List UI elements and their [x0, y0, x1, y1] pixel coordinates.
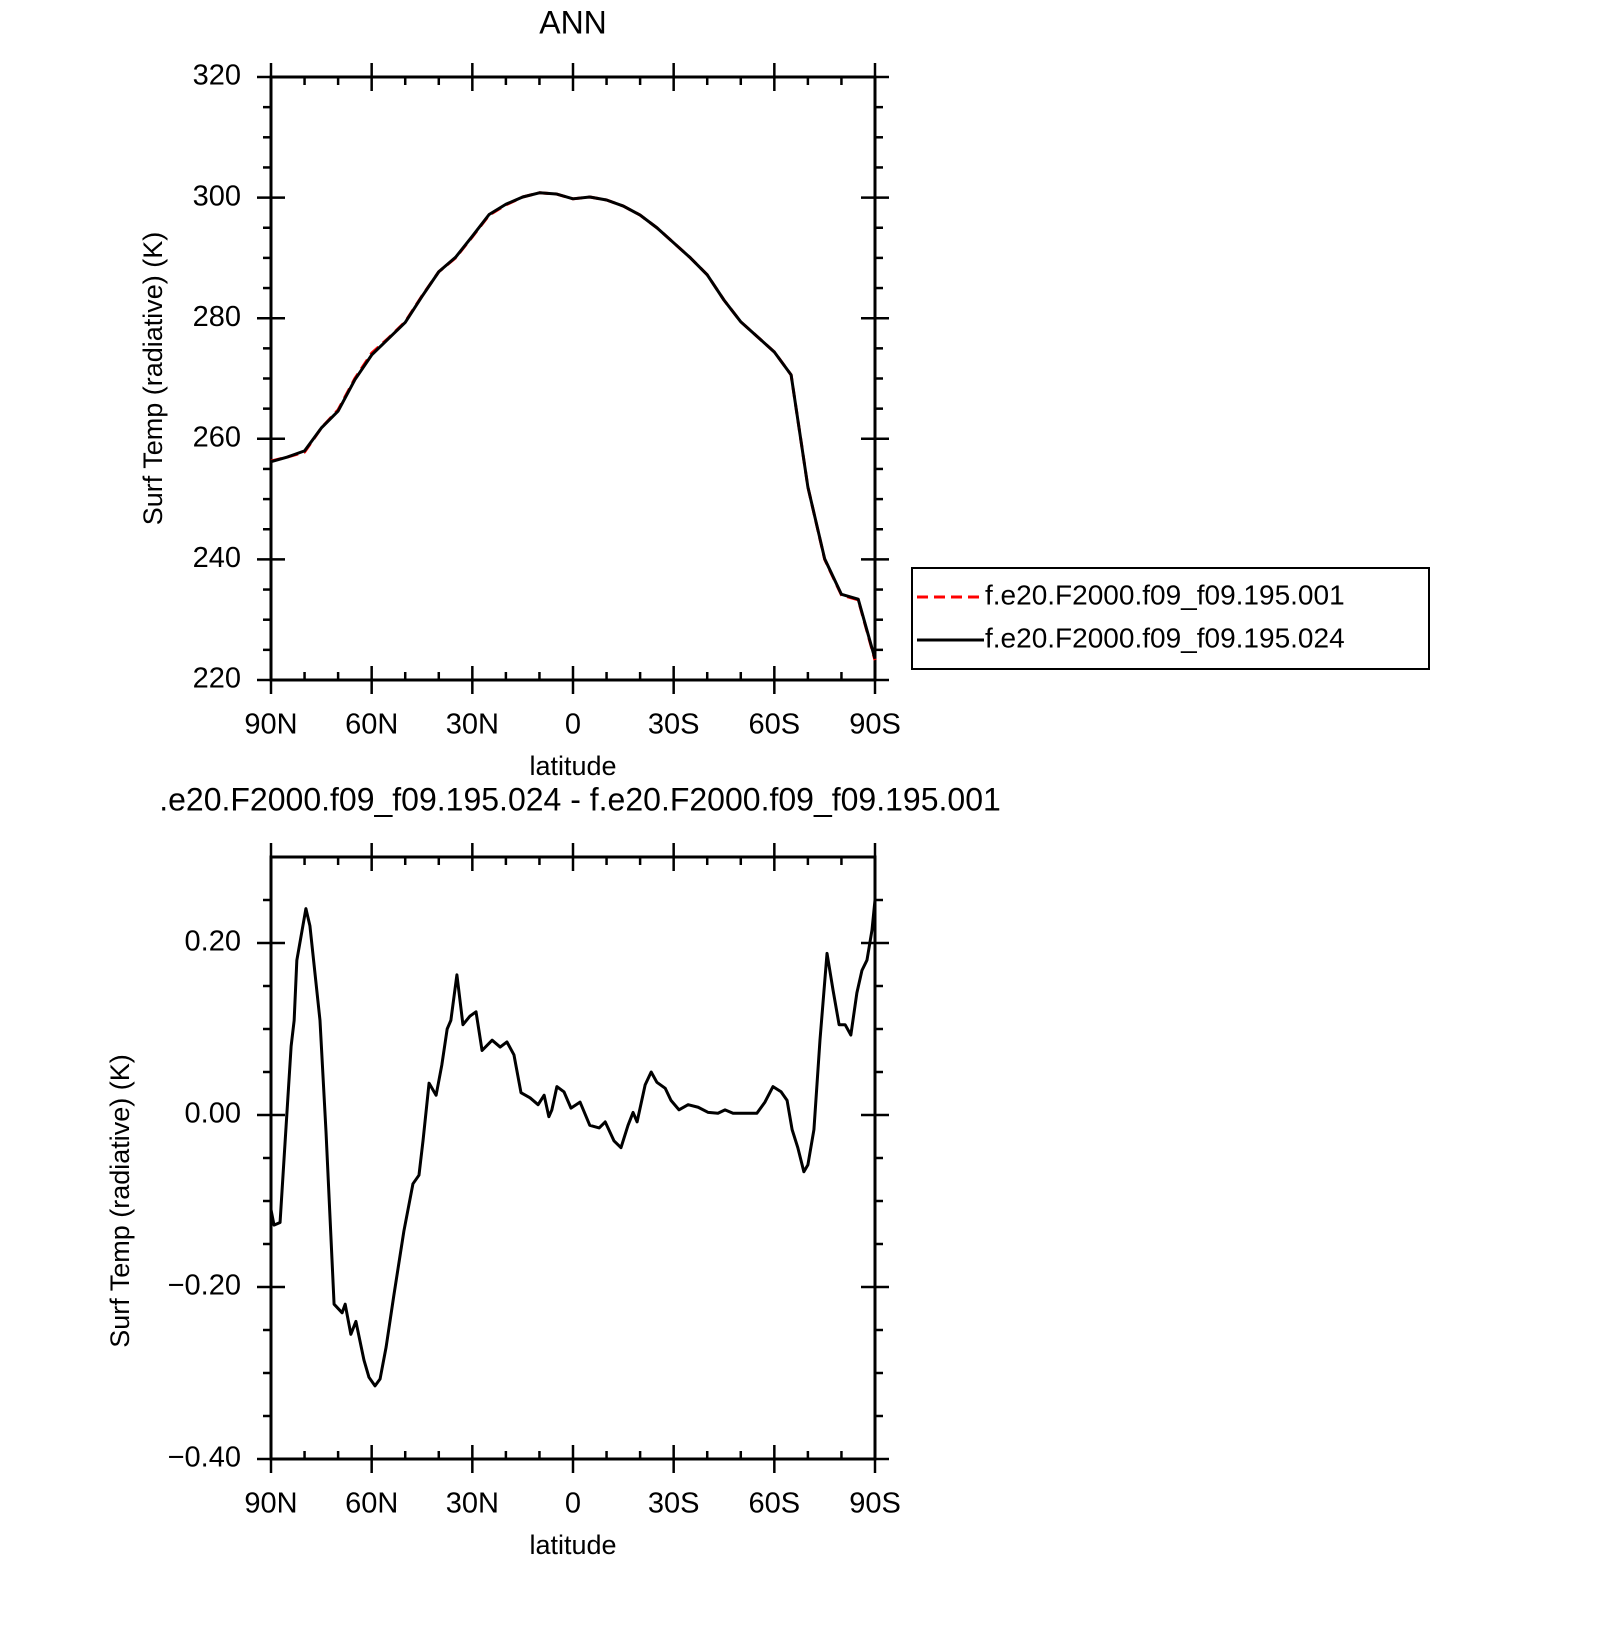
- x-axis-label: latitude: [529, 1530, 616, 1560]
- series-line: [270, 191, 877, 661]
- y-tick-label: 0.00: [185, 1098, 241, 1130]
- y-tick-label: 240: [193, 542, 241, 574]
- y-tick-label: −0.20: [168, 1270, 241, 1302]
- chart-title: ANN: [539, 4, 607, 40]
- y-tick-label: −0.40: [168, 1442, 241, 1474]
- x-tick-label: 30N: [446, 709, 499, 741]
- legend-box: [911, 567, 1430, 670]
- y-axis-label: Surf Temp (radiative) (K): [138, 232, 168, 526]
- x-axis-label: latitude: [529, 751, 616, 781]
- y-tick-label: 320: [193, 60, 241, 92]
- plot-frame: [269, 855, 877, 1461]
- x-tick-label: 90N: [244, 709, 297, 741]
- x-tick-label: 0: [565, 1488, 581, 1520]
- x-tick-label: 90S: [849, 709, 901, 741]
- series-line: [270, 191, 877, 660]
- x-tick-label: 60N: [345, 709, 398, 741]
- x-tick-label: 60N: [345, 1488, 398, 1520]
- y-tick-label: 300: [193, 180, 241, 212]
- x-tick-label: 0: [565, 709, 581, 741]
- x-tick-label: 30S: [648, 709, 700, 741]
- y-tick-label: 220: [193, 663, 241, 695]
- x-tick-label: 60S: [749, 1488, 801, 1520]
- y-axis-label: Surf Temp (radiative) (K): [105, 1054, 135, 1348]
- legend-label: f.e20.F2000.f09_f09.195.001: [985, 579, 1345, 610]
- y-tick-label: 280: [193, 301, 241, 333]
- plot-frame: [269, 75, 877, 682]
- y-tick-label: 260: [193, 421, 241, 453]
- x-tick-label: 90N: [244, 1488, 297, 1520]
- x-tick-label: 90S: [849, 1488, 901, 1520]
- chart-title: .e20.F2000.f09_f09.195.024 - f.e20.F2000…: [159, 781, 1001, 817]
- y-tick-label: 0.20: [185, 926, 241, 958]
- x-tick-label: 30S: [648, 1488, 700, 1520]
- x-tick-label: 30N: [446, 1488, 499, 1520]
- legend-label: f.e20.F2000.f09_f09.195.024: [985, 622, 1345, 653]
- x-tick-label: 60S: [749, 709, 801, 741]
- series-line: [269, 899, 877, 1388]
